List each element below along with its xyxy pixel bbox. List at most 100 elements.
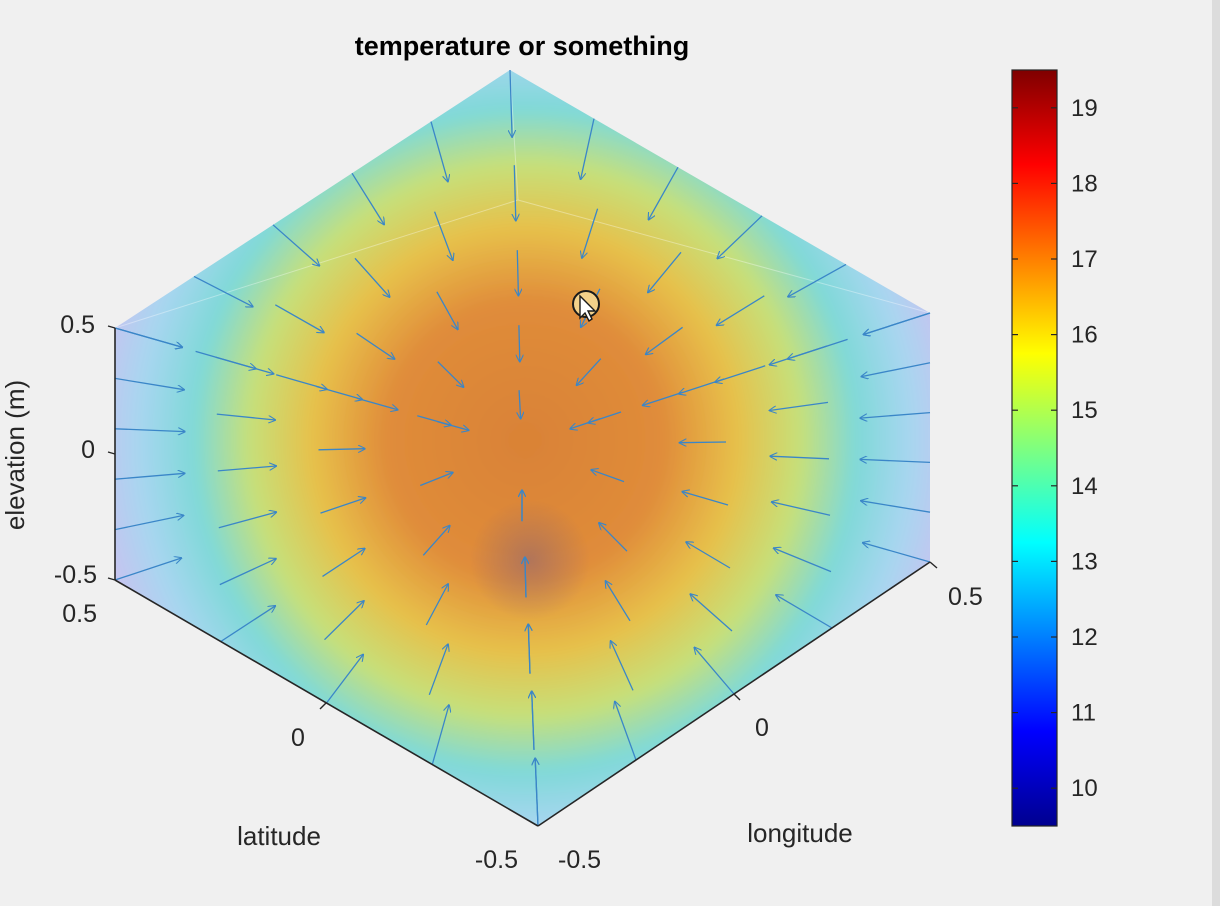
colorbar-tick-label: 16: [1071, 322, 1098, 349]
x-axis-label: latitude: [237, 821, 321, 851]
y-tick-label: -0.5: [558, 846, 601, 874]
y-axis-label: longitude: [747, 818, 853, 848]
quiver-arrow: [217, 466, 276, 472]
quiver-arrow: [517, 250, 518, 295]
tick-marks: [107, 325, 938, 710]
quiver-arrow: [860, 411, 931, 419]
quiver-arrow: [519, 325, 520, 361]
quiver-arrow: [774, 548, 832, 573]
quiver-arrow: [686, 542, 731, 569]
z-axis-label: elevation (m): [0, 380, 30, 530]
colorbar-tick-label: 17: [1071, 246, 1098, 273]
quiver-arrow: [514, 165, 516, 221]
quiver-arrow: [218, 512, 277, 529]
quiver-arrow: [436, 291, 458, 330]
quiver-arrow: [356, 332, 395, 359]
colorbar-tick-label: 10: [1071, 775, 1098, 802]
quiver-arrow: [770, 456, 830, 459]
quiver-arrow: [863, 543, 931, 563]
window-edge: [1212, 0, 1220, 906]
quiver-arrow: [679, 378, 725, 394]
quiver-arrow: [532, 691, 534, 750]
quiver-arrow: [219, 559, 276, 586]
quiver-arrow: [582, 208, 599, 258]
x-axis-line: [114, 579, 539, 827]
x-tick-label: 0.5: [62, 600, 97, 628]
z-tick-label: 0.5: [60, 311, 95, 339]
colorbar-tick-label: 12: [1071, 624, 1098, 651]
quiver-arrows: [114, 69, 931, 827]
quiver-arrow: [770, 345, 828, 365]
quiver-arrow: [437, 361, 464, 388]
quiver-arrow: [611, 641, 634, 691]
z-tick-label: 0: [81, 436, 95, 464]
quiver-arrow: [648, 251, 682, 292]
quiver-arrow: [193, 275, 253, 306]
quiver-arrow: [114, 429, 185, 432]
quiver-arrow: [354, 257, 390, 297]
quiver-arrow: [274, 304, 324, 333]
quiver-arrow: [425, 584, 448, 626]
quiver-arrow: [599, 523, 628, 552]
quiver-arrow: [643, 391, 684, 405]
quiver-arrow: [535, 758, 538, 827]
quiver-arrow: [682, 492, 729, 506]
quiver-arrow: [591, 470, 625, 483]
quiver-arrow: [577, 358, 602, 386]
quiver-arrow: [863, 312, 931, 335]
colorbar-tick-label: 19: [1071, 95, 1098, 122]
quiver-arrow: [861, 501, 931, 513]
z-tick-label: -0.5: [54, 561, 97, 589]
quiver-arrow: [717, 215, 763, 259]
quiver-arrow: [417, 415, 451, 425]
quiver-arrow: [430, 121, 448, 182]
colorbar-tick-label: 13: [1071, 548, 1098, 575]
quiver-arrow: [680, 442, 727, 443]
quiver-arrow: [422, 526, 450, 556]
quiver-arrow: [788, 263, 847, 296]
quiver-arrow: [320, 498, 366, 514]
quiver-arrow: [114, 473, 185, 480]
quiver-arrow: [420, 473, 453, 487]
quiver-arrow: [519, 390, 521, 419]
x-tick-label: -0.5: [475, 846, 518, 874]
y-tick-label: 0: [755, 714, 769, 742]
pointer-cursor-icon: [572, 290, 600, 323]
quiver-arrow: [772, 502, 831, 516]
quiver-arrow: [325, 655, 364, 704]
quiver-arrow: [606, 581, 631, 622]
quiver-arrow: [525, 557, 526, 598]
x-tick-label: 0: [291, 724, 305, 752]
colorbar-tick-label: 18: [1071, 170, 1098, 197]
quiver-arrow: [272, 224, 319, 266]
quiver-arrow: [776, 595, 833, 629]
quiver-arrow: [351, 172, 384, 224]
colorbar-tick-label: 11: [1071, 700, 1096, 727]
quiver-arrow: [649, 166, 679, 220]
quiver-arrow: [216, 413, 275, 420]
quiver-arrow: [220, 606, 275, 643]
quiver-arrow: [581, 118, 595, 180]
quiver-arrow: [861, 362, 931, 377]
quiver-arrow: [433, 211, 453, 261]
quiver-arrow: [510, 69, 512, 137]
quiver-arrow: [316, 385, 363, 400]
quiver-arrow: [428, 644, 448, 696]
quiver-arrow: [860, 459, 931, 462]
quiver-arrow: [318, 449, 365, 450]
quiver-arrow: [588, 411, 622, 423]
quiver-arrow: [770, 401, 829, 410]
quiver-arrow: [615, 702, 637, 761]
quiver-arrow: [528, 624, 530, 674]
quiver-arrow: [114, 327, 182, 347]
colorbar-tick-label: 15: [1071, 397, 1098, 424]
quiver-arrow: [717, 295, 765, 326]
quiver-arrow: [114, 558, 181, 581]
y-tick-label: 0.5: [948, 583, 983, 611]
quiver-arrow: [324, 601, 364, 641]
quiver-arrow: [215, 356, 274, 374]
quiver-arrow: [114, 515, 184, 531]
chart-title: temperature or something: [355, 31, 690, 61]
temperature-volume: [115, 70, 930, 826]
